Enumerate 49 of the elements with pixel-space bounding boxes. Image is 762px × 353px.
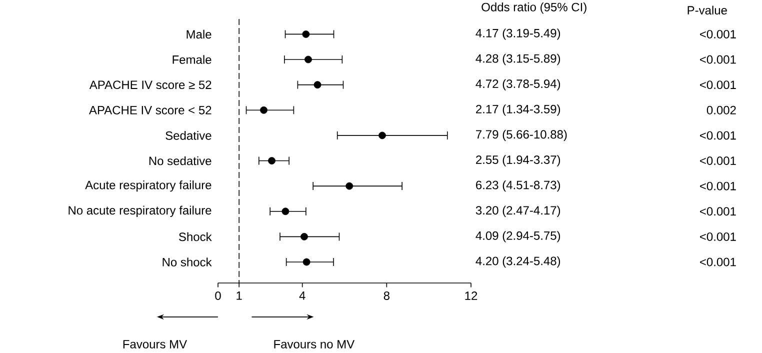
- point: [300, 232, 308, 240]
- y-tick-label: No sedative: [149, 156, 212, 166]
- text: 7.79 (5.66-10.88): [476, 130, 567, 142]
- y-tick-label: Sedative: [166, 131, 212, 140]
- y-tick-label: No shock: [162, 258, 212, 266]
- text: <0.001: [700, 182, 736, 190]
- y-tick-label: APACHE IV score < 52: [88, 106, 212, 114]
- text: 0.002: [706, 106, 736, 114]
- y-tick-label: Acute respiratory failure: [85, 180, 212, 192]
- text: 2.55 (1.94-3.37): [476, 155, 560, 166]
- y-tick-label: APACHE IV score ≥ 52: [89, 80, 212, 90]
- text: Favours MV: [123, 340, 188, 348]
- point: [302, 258, 310, 266]
- text: Favours no MV: [274, 340, 355, 348]
- point: [304, 56, 312, 64]
- y-tick-label: Male: [186, 30, 212, 39]
- x-tick-label: 12: [465, 291, 478, 300]
- text: <0.001: [700, 131, 736, 140]
- y-tick-label: Female: [172, 55, 212, 64]
- text: 2.17 (1.34-3.59): [476, 104, 560, 116]
- point: [260, 106, 268, 114]
- x-tick-label: 0: [215, 291, 221, 300]
- y-tick-label: Shock: [179, 232, 212, 242]
- text: 4.09 (2.94-5.75): [476, 231, 560, 242]
- text: <0.001: [700, 232, 736, 241]
- point: [346, 182, 354, 190]
- text: 3.20 (2.47-4.17): [476, 206, 560, 217]
- text: <0.001: [700, 55, 736, 64]
- y-tick-label: No acute respiratory failure: [68, 206, 212, 217]
- point: [282, 208, 290, 216]
- text: Odds ratio (95% CI): [482, 2, 586, 14]
- text: 4.17 (3.19-5.49): [476, 28, 560, 40]
- point: [378, 132, 386, 140]
- text: <0.001: [700, 156, 736, 165]
- x-tick-label: 8: [384, 291, 390, 300]
- x-tick-label: 4: [299, 291, 306, 300]
- text: <0.001: [700, 207, 736, 216]
- text: <0.001: [700, 258, 736, 266]
- text: 4.28 (3.15-5.89): [476, 54, 560, 66]
- text: <0.001: [700, 80, 736, 90]
- text: P-value: [688, 6, 727, 15]
- text: 6.23 (4.51-8.73): [476, 180, 560, 192]
- point: [268, 157, 276, 164]
- text: 4.72 (3.78-5.94): [476, 79, 560, 90]
- point: [302, 30, 310, 38]
- text: 4.20 (3.24-5.48): [476, 256, 560, 268]
- x-tick-label: 1: [236, 291, 242, 300]
- point: [314, 81, 322, 89]
- text: <0.001: [700, 30, 736, 38]
